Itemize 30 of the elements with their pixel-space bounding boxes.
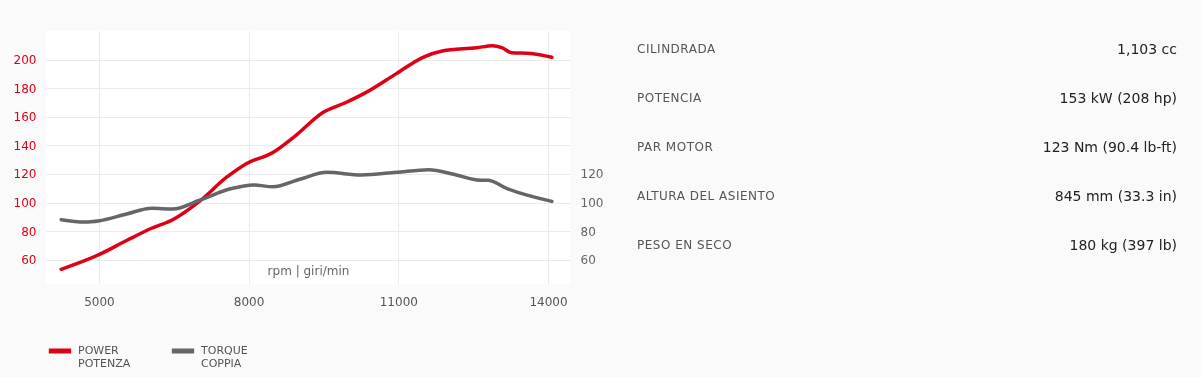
line-series xyxy=(59,167,554,224)
y-tick-label: 160 xyxy=(13,110,37,125)
text: CILINDRADA xyxy=(637,41,716,56)
y2-tick-label: 80 xyxy=(580,224,596,239)
y-tick-label: 80 xyxy=(21,224,37,239)
y2-tick-label: 100 xyxy=(580,196,604,211)
y-tick-label: 140 xyxy=(13,138,37,153)
text: PAR MOTOR xyxy=(637,139,714,154)
x-axis-title: rpm | giri/min xyxy=(267,263,350,278)
text: 153 kW (208 hp) xyxy=(1059,89,1177,106)
y-tick-label: 180 xyxy=(13,81,37,96)
text: POTENCIA xyxy=(637,90,702,105)
text: 1,103 cc xyxy=(1117,40,1177,57)
y-tick-label: 120 xyxy=(13,167,37,182)
x-tick-label: 8000 xyxy=(233,294,265,309)
x-tick-label: 5000 xyxy=(84,294,115,309)
legend-label: POWER POTENZA xyxy=(78,344,131,370)
text: 123 Nm (90.4 lb-ft) xyxy=(1042,138,1177,155)
text: 845 mm (33.3 in) xyxy=(1054,187,1177,204)
text: 180 kg (397 lb) xyxy=(1069,236,1177,253)
text: ALTURA DEL ASIENTO xyxy=(637,188,776,203)
text: PESO EN SECO xyxy=(637,237,733,252)
y-tick-label: 100 xyxy=(13,196,37,211)
y2-tick-label: 60 xyxy=(580,253,596,268)
legend-label: TORQUE COPPIA xyxy=(200,344,248,370)
x-tick-label: 11000 xyxy=(379,294,418,309)
y-tick-label: 200 xyxy=(13,53,37,68)
y-tick-label: 60 xyxy=(21,253,37,268)
y2-tick-label: 120 xyxy=(580,167,604,182)
x-tick-label: 14000 xyxy=(529,294,568,309)
